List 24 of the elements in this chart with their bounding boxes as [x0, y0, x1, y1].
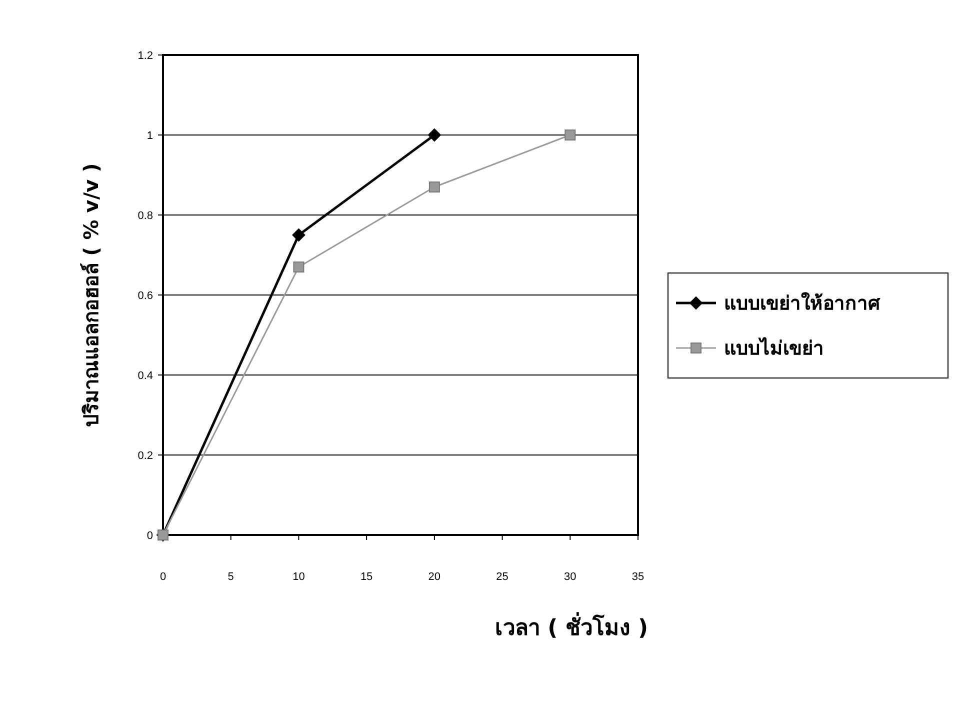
x-tick-label: 25	[496, 571, 508, 583]
point	[428, 182, 440, 192]
y-tick-label: 0	[146, 530, 153, 542]
x-tick-label: 35	[632, 571, 644, 583]
legend-label: แบบไม่เขย่า	[724, 336, 824, 360]
x-tick-label: 20	[428, 571, 441, 583]
point	[428, 128, 441, 142]
point	[292, 228, 306, 242]
y-axis-title: ปริมาณแอลกอฮอล์ ( % v/v )	[79, 163, 103, 427]
legend-label: แบบเขย่าให้อากาศ	[724, 292, 881, 315]
y-tick-label: 0.8	[138, 210, 153, 222]
x-tick-label: 0	[160, 571, 166, 583]
y-tick-label: 0.6	[138, 290, 153, 302]
y-tick-label: 0.4	[138, 370, 153, 382]
y-tick-label: 1	[146, 130, 153, 142]
x-tick-label: 30	[564, 571, 576, 583]
y-tick-label: 1.2	[138, 50, 153, 62]
x-tick-label: 10	[292, 571, 305, 583]
x-tick-label: 5	[228, 571, 234, 583]
x-tick-label: 15	[360, 571, 373, 583]
point	[564, 130, 576, 140]
y-tick-label: 0.2	[138, 450, 153, 462]
point	[293, 262, 304, 272]
x-axis-title: เวลา ( ชั่วโมง )	[494, 611, 648, 641]
